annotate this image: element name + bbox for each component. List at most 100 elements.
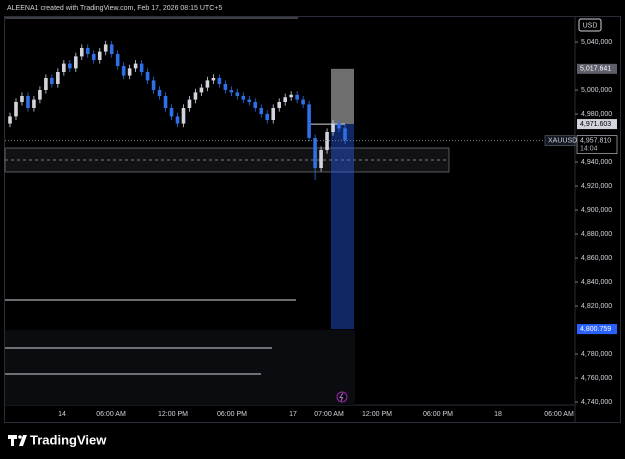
last-price-label: 4,957.810 — [580, 137, 611, 144]
x-tick-label: 12:00 PM — [158, 411, 188, 418]
candle-body — [337, 123, 341, 129]
candle-body — [283, 97, 287, 102]
entry-label: 4,971.603 — [580, 121, 611, 128]
y-tick-label: 4,820,000 — [581, 303, 612, 310]
candle-body — [50, 78, 54, 84]
candle-body — [175, 116, 180, 124]
candle-body — [301, 99, 305, 105]
target-label: 5,017.641 — [580, 66, 611, 73]
header: ALEENA1 created with TradingView.com, Fe… — [7, 5, 222, 12]
target-zone — [331, 68, 354, 125]
entry-box — [577, 119, 617, 130]
countdown: 14:04 — [580, 145, 598, 152]
y-tick-label: 5,000,000 — [581, 87, 612, 94]
candle-body — [115, 54, 120, 66]
last-price-box — [576, 135, 618, 154]
candle-body — [68, 63, 72, 69]
candle-body — [62, 63, 66, 72]
candle-body — [109, 44, 114, 54]
x-tick-label: 06:00 AM — [96, 411, 126, 418]
y-tick-label: 4,760,000 — [581, 375, 612, 382]
candle-body — [79, 48, 84, 57]
y-tick-label: 4,840,000 — [581, 279, 612, 286]
y-tick-label: 5,040,000 — [581, 39, 612, 46]
logo-text: TradingView — [30, 432, 107, 447]
y-tick-label: 4,980,000 — [581, 111, 612, 118]
candle-body — [259, 108, 264, 114]
candle-body — [97, 51, 102, 60]
candle-body — [163, 96, 168, 108]
currency-box[interactable] — [578, 18, 602, 32]
candle-body — [241, 96, 246, 100]
candle-body — [103, 44, 108, 52]
y-tick-label: 4,880,000 — [581, 231, 612, 238]
candle-body — [313, 138, 317, 168]
y-tick-label: 4,920,000 — [581, 183, 612, 190]
alert-bolt — [339, 392, 344, 402]
x-tick-label: 17 — [289, 411, 297, 418]
candle-body — [199, 87, 204, 93]
candle-body — [85, 48, 90, 54]
candle-body — [14, 102, 18, 117]
candle-body — [265, 114, 270, 120]
candle-body — [32, 99, 36, 108]
candle-body — [38, 90, 42, 100]
candle-body — [331, 123, 335, 132]
x-tick-label: 06:00 PM — [217, 411, 247, 418]
y-tick-label: 4,780,000 — [581, 351, 612, 358]
candle-body — [205, 80, 210, 88]
panel — [5, 330, 355, 405]
logo-icon — [8, 435, 27, 446]
y-tick-label: 4,860,000 — [581, 255, 612, 262]
alert-icon[interactable] — [336, 391, 348, 403]
logo-dot — [18, 435, 22, 439]
candle-body — [289, 94, 293, 98]
x-tick-label: 07:00 AM — [314, 411, 344, 418]
candle-body — [271, 108, 276, 120]
candle-body — [181, 108, 186, 124]
y-tick-label: 4,740,000 — [581, 399, 612, 406]
y-tick-label: 4,940,000 — [581, 159, 612, 166]
candle-body — [217, 78, 222, 84]
symbol: XAUUSD — [548, 137, 577, 144]
stop-box — [577, 324, 617, 335]
candle-body — [139, 63, 144, 72]
x-tick-label: 12:00 PM — [362, 411, 392, 418]
x-tick-label: 06:00 PM — [423, 411, 453, 418]
candle-body — [26, 96, 30, 108]
candle-body — [235, 92, 240, 96]
stop-label: 4,800.759 — [580, 326, 611, 333]
candle-body — [307, 104, 311, 138]
target-box — [577, 63, 617, 74]
candle-body — [295, 94, 299, 100]
frame — [4, 16, 621, 423]
candle-body — [247, 99, 252, 102]
candle-body — [169, 108, 174, 117]
candle-body — [229, 90, 234, 93]
candle-body — [127, 68, 132, 76]
candle-body — [74, 56, 78, 69]
candle-body — [145, 72, 150, 81]
candle-body — [151, 80, 156, 90]
x-tick-label: 18 — [494, 411, 502, 418]
stop-zone — [331, 124, 354, 330]
currency: USD — [583, 22, 598, 29]
candle-body — [20, 96, 24, 102]
candle-body — [187, 99, 192, 108]
candle-body — [56, 72, 60, 84]
candle-body — [193, 92, 198, 100]
candle-body — [44, 78, 48, 90]
candle-body — [343, 128, 347, 141]
candle-body — [133, 63, 138, 69]
candle-body — [8, 116, 12, 124]
symbol-box — [544, 135, 576, 146]
candle-body — [157, 90, 162, 96]
candle-body — [253, 102, 258, 108]
candle-body — [223, 84, 228, 90]
x-tick-label: 14 — [58, 411, 66, 418]
candle-body — [121, 66, 126, 76]
x-tick-label: 06:00 AM — [544, 411, 574, 418]
candle-body — [319, 150, 323, 168]
candle-body — [91, 54, 96, 60]
